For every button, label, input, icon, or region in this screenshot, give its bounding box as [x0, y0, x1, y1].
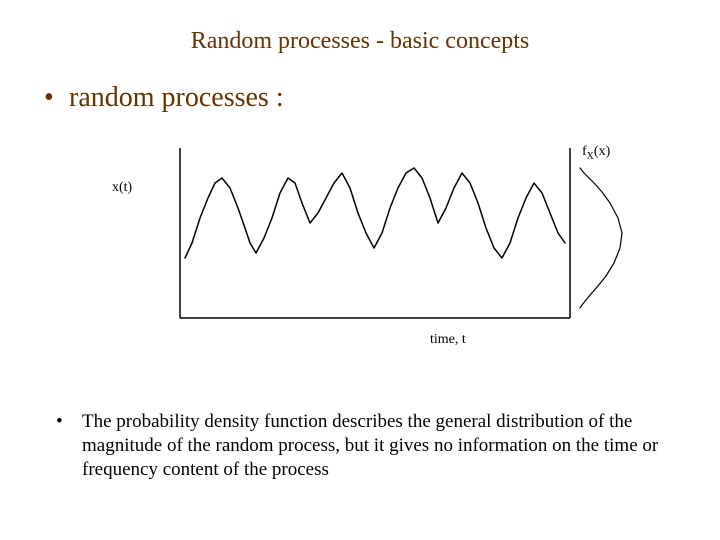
x-axis-label: time, t: [430, 332, 466, 348]
description-text: The probability density function describ…: [82, 410, 680, 481]
bullet-dot-icon: •: [44, 82, 62, 114]
bullet-dot-icon: •: [56, 410, 63, 434]
chart-svg: [150, 148, 630, 328]
slide-title: Random processes - basic concepts: [0, 28, 720, 55]
main-bullet-text: random processes :: [69, 82, 284, 113]
description-bullet: • The probability density function descr…: [56, 410, 680, 481]
random-process-chart: [150, 148, 630, 328]
main-bullet: • random processes :: [44, 82, 284, 114]
y-axis-label: x(t): [112, 180, 132, 196]
